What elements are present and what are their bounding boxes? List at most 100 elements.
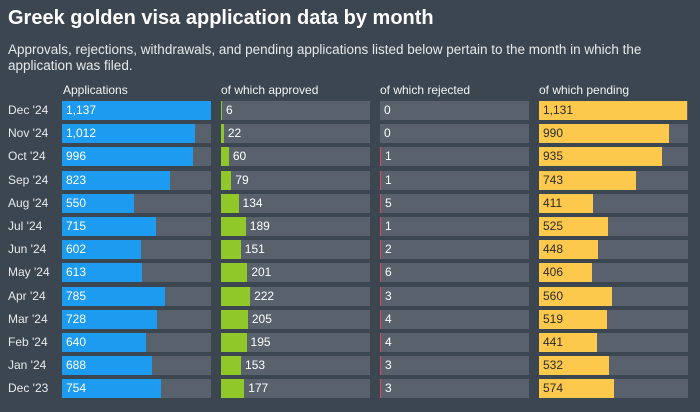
value-label-pending: 532 <box>543 358 564 373</box>
value-label-approved: 79 <box>235 172 249 187</box>
bar-track-pending: 448 <box>539 240 688 260</box>
value-label-pending: 448 <box>543 242 564 257</box>
column-header-rejected: of which rejected <box>380 83 471 97</box>
value-label-approved: 177 <box>248 381 269 396</box>
bar-applications <box>62 124 195 144</box>
bar-approved <box>221 263 248 283</box>
bar-rejected <box>380 379 381 399</box>
value-label-approved: 201 <box>251 265 272 280</box>
chart-row: Feb '24 640 195 4 441 <box>0 333 700 352</box>
bar-pending <box>539 333 597 352</box>
value-label-applications: 602 <box>66 242 87 257</box>
value-label-applications: 688 <box>66 358 87 373</box>
bar-pending <box>539 309 607 329</box>
value-label-approved: 205 <box>251 311 272 326</box>
bar-track-rejected: 3 <box>380 286 529 306</box>
category-label: Sep '24 <box>8 172 49 187</box>
value-label-rejected: 1 <box>385 149 392 164</box>
value-label-rejected: 4 <box>385 311 392 326</box>
bar-rejected <box>380 309 381 329</box>
bar-applications <box>62 263 143 283</box>
value-label-rejected: 1 <box>385 219 392 233</box>
bar-track-applications: 688 <box>62 356 211 376</box>
bar-rejected <box>380 240 381 260</box>
bar-track-applications: 1,137 <box>62 101 211 120</box>
bar-applications <box>62 170 170 190</box>
value-label-applications: 728 <box>66 311 87 326</box>
bar-track-applications: 785 <box>62 286 211 306</box>
bar-applications <box>62 240 141 260</box>
value-label-pending: 525 <box>543 219 564 233</box>
chart-row: Jul '24 715 189 1 525 <box>0 217 700 236</box>
bar-applications <box>62 147 193 167</box>
bar-track-rejected: 4 <box>380 333 529 352</box>
bar-track-pending: 519 <box>539 309 688 329</box>
value-label-applications: 754 <box>66 381 87 396</box>
bar-pending <box>539 147 662 167</box>
value-label-rejected: 2 <box>385 242 392 257</box>
bar-track-pending: 574 <box>539 379 688 399</box>
bar-track-approved: 151 <box>221 240 370 260</box>
bar-track-approved: 134 <box>221 193 370 213</box>
value-label-pending: 560 <box>543 288 564 303</box>
chart-row: Mar '24 728 205 4 519 <box>0 309 700 329</box>
column-header-applications: Applications <box>63 83 128 97</box>
bar-pending <box>539 193 593 213</box>
bar-approved <box>221 193 239 213</box>
value-label-rejected: 3 <box>385 381 392 396</box>
bar-applications <box>62 333 146 352</box>
value-label-applications: 823 <box>66 172 87 187</box>
bar-track-rejected: 1 <box>380 147 529 167</box>
bar-rejected <box>380 263 381 283</box>
bar-track-rejected: 2 <box>380 240 529 260</box>
bar-track-pending: 935 <box>539 147 688 167</box>
value-label-approved: 22 <box>227 126 242 141</box>
bar-track-pending: 990 <box>539 124 688 144</box>
column-header-approved: of which approved <box>221 83 319 97</box>
value-label-rejected: 6 <box>385 265 392 280</box>
bar-applications <box>62 193 135 213</box>
value-label-approved: 222 <box>254 288 275 303</box>
bar-rejected <box>380 286 381 306</box>
value-label-pending: 743 <box>543 172 564 187</box>
bar-track-applications: 550 <box>62 193 211 213</box>
category-label: Dec '24 <box>8 103 49 117</box>
chart-subtitle: Approvals, rejections, withdrawals, and … <box>8 42 642 73</box>
bar-track-rejected: 6 <box>380 263 529 283</box>
bar-track-pending: 1,131 <box>539 101 688 120</box>
bar-pending <box>539 263 593 283</box>
value-label-applications: 640 <box>66 335 87 349</box>
chart-row: Aug '24 550 134 5 411 <box>0 193 700 213</box>
value-label-pending: 1,131 <box>543 103 574 117</box>
bar-approved <box>221 333 247 352</box>
category-label: Jan '24 <box>8 358 47 373</box>
value-label-applications: 715 <box>66 219 87 233</box>
bar-track-approved: 205 <box>221 309 370 329</box>
value-label-applications: 996 <box>66 149 87 164</box>
bar-track-rejected: 4 <box>380 309 529 329</box>
value-label-rejected: 5 <box>385 195 392 210</box>
bar-rejected <box>380 333 381 352</box>
bar-track-rejected: 0 <box>380 124 529 144</box>
value-label-pending: 574 <box>543 381 564 396</box>
bar-track-rejected: 1 <box>380 217 529 236</box>
bar-pending <box>539 356 609 376</box>
value-label-rejected: 0 <box>384 103 391 117</box>
category-label: Feb '24 <box>8 335 48 349</box>
value-label-approved: 6 <box>226 103 233 117</box>
chart-row: Sep '24 823 79 1 743 <box>0 170 700 190</box>
bar-approved <box>221 356 242 376</box>
bar-track-pending: 743 <box>539 170 688 190</box>
bar-track-applications: 602 <box>62 240 211 260</box>
bar-pending <box>539 286 613 306</box>
chart-row: Apr '24 785 222 3 560 <box>0 286 700 306</box>
category-label: May '24 <box>8 265 50 280</box>
bar-track-approved: 22 <box>221 124 370 144</box>
bar-pending <box>539 124 669 144</box>
value-label-approved: 151 <box>244 242 265 257</box>
bar-track-approved: 222 <box>221 286 370 306</box>
bar-track-applications: 996 <box>62 147 211 167</box>
bar-approved <box>221 217 246 236</box>
category-label: Aug '24 <box>8 195 49 210</box>
chart-row: Jun '24 602 151 2 448 <box>0 240 700 260</box>
